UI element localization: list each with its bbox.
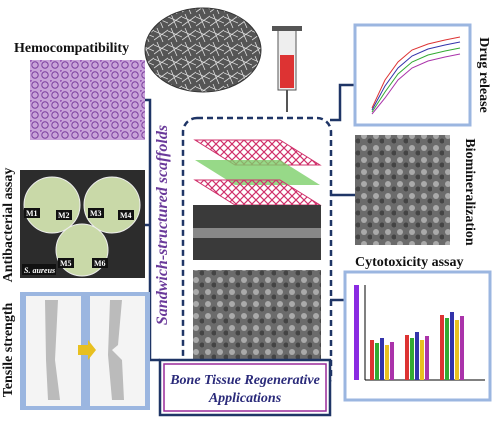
connectors	[145, 83, 355, 362]
scaffold-layers	[193, 139, 322, 206]
hemo-image	[30, 60, 145, 140]
footer-text: Bone Tissue Regenerative	[169, 373, 320, 388]
cytotoxicity-chart	[343, 270, 492, 402]
petri-image	[20, 170, 145, 278]
tensile-image	[20, 292, 150, 410]
label: Cytotoxicity assay	[355, 255, 464, 270]
label: Antibacterial assay	[1, 168, 16, 283]
organism-label: S. aureus	[24, 266, 55, 275]
sample-label: M3	[90, 209, 102, 218]
sample-label: M5	[60, 259, 72, 268]
label: Biomineralization	[462, 138, 477, 246]
sample-label: M1	[26, 209, 38, 218]
biomineralization-image	[355, 135, 450, 245]
sample-label: M2	[58, 211, 70, 220]
label: Hemocompatibility	[14, 41, 129, 56]
sample-label: M4	[120, 211, 132, 220]
label: Tensile strength	[1, 303, 16, 398]
sample-label: M6	[94, 259, 106, 268]
cross-section-layer	[193, 228, 321, 238]
syringe	[272, 26, 302, 112]
center-frame	[181, 116, 333, 392]
sem-circle	[144, 7, 262, 93]
footer-box	[158, 358, 332, 417]
label: Drug release	[476, 37, 491, 113]
drug-release-chart	[353, 23, 472, 127]
footer-text: Applications	[208, 391, 282, 406]
scaffold-label: Sandwich-structured scaffolds	[154, 125, 171, 325]
footer-inner	[163, 363, 327, 412]
sem-image	[193, 270, 321, 360]
